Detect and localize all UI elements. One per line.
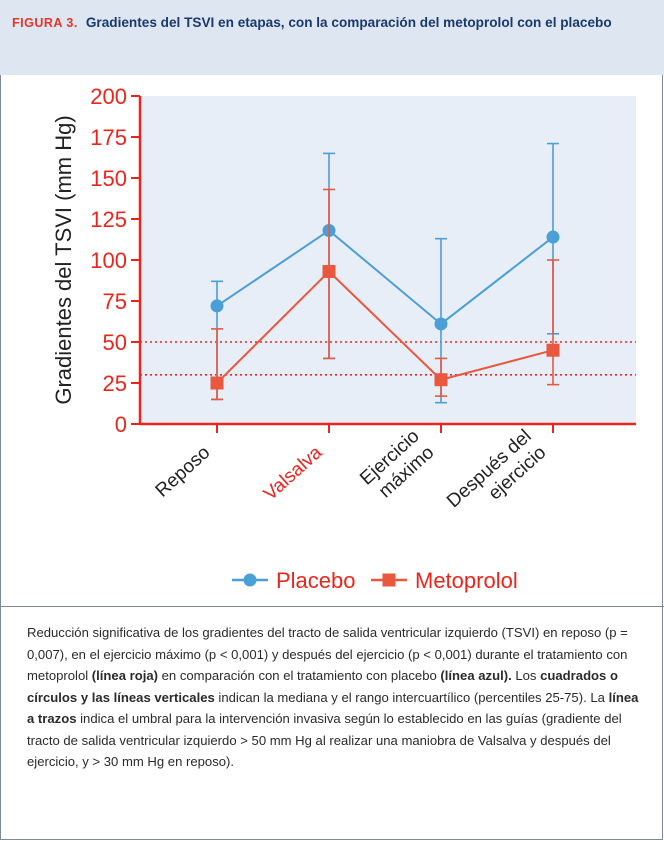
- figure-label: FIGURA 3.: [12, 16, 78, 30]
- y-tick-label-4: 100: [90, 248, 127, 273]
- y-axis-label: Gradientes del TSVI (mm Hg): [51, 115, 76, 404]
- figure-caption: Reducción significativa de los gradiente…: [27, 622, 647, 773]
- metoprolol-series-line: [216, 270, 554, 384]
- legend-placebo-label: Placebo: [276, 568, 356, 593]
- metoprolol-point-1: [322, 264, 336, 278]
- caption-bold-markers: cuadrados o círculos y las líneas vertic…: [27, 668, 618, 705]
- y-tick-label-8: 200: [90, 84, 127, 109]
- figure-title: Gradientes del TSVI en etapas, con la co…: [85, 15, 612, 30]
- caption-text-4: indican la mediana y el rango intercuart…: [214, 689, 609, 705]
- caption-text-2: en comparación con el tratamiento con pl…: [158, 668, 441, 683]
- y-tick-label-0: 0: [115, 412, 127, 437]
- y-tick-label-2: 50: [103, 330, 127, 355]
- x-tick-label-0-line-0: Reposo: [152, 442, 215, 501]
- chart-area: 0 25 50 75 100 125 150 175 200 Gradientes del TSV…: [0, 76, 664, 606]
- placebo-point-3: [546, 230, 560, 244]
- y-tick-label-3: 75: [103, 289, 127, 314]
- x-tick-label-1-line-0: Valsalva: [260, 442, 327, 505]
- caption-bold-dashed-line: línea a trazos: [27, 689, 639, 727]
- caption-text-5: indica el umbral para la intervención in…: [27, 711, 622, 769]
- legend-metoprolol-label: Metoprolol: [415, 568, 518, 593]
- x-tick-label-0: Reposo: [152, 442, 215, 501]
- placebo-series-line: [216, 229, 554, 326]
- legend-metoprolol-marker: [382, 573, 396, 587]
- caption-bold-red-line: (línea roja): [91, 668, 158, 683]
- x-tick-label-1: Valsalva: [260, 442, 327, 505]
- caption-text-3: Los: [511, 668, 541, 683]
- legend-placebo-marker: [243, 573, 257, 587]
- y-tick-label-7: 175: [90, 125, 127, 150]
- metoprolol-point-3: [546, 343, 560, 357]
- x-tick-label-2: Ejerciciomáximo: [356, 426, 438, 506]
- figure-title-block: FIGURA 3. Gradientes del TSVI en etapas, …: [12, 12, 652, 34]
- metoprolol-point-2: [434, 373, 448, 387]
- metoprolol-point-0: [210, 376, 224, 390]
- caption-divider: [0, 606, 664, 607]
- figure-header: FIGURA 3. Gradientes del TSVI en etapas, …: [0, 0, 664, 75]
- y-tick-label-1: 25: [103, 371, 127, 396]
- caption-bold-blue-line: (línea azul).: [440, 668, 512, 683]
- placebo-point-2: [434, 317, 448, 331]
- chart-svg: 0 25 50 75 100 125 150 175 200 Gradientes del TSV…: [51, 84, 636, 593]
- caption-text-1: Reducción significativa de los gradiente…: [27, 625, 628, 683]
- placebo-point-0: [210, 299, 224, 313]
- x-tick-label-3: Después delejercicio: [443, 426, 550, 529]
- y-tick-label-6: 150: [90, 166, 127, 191]
- y-tick-label-5: 125: [90, 207, 127, 232]
